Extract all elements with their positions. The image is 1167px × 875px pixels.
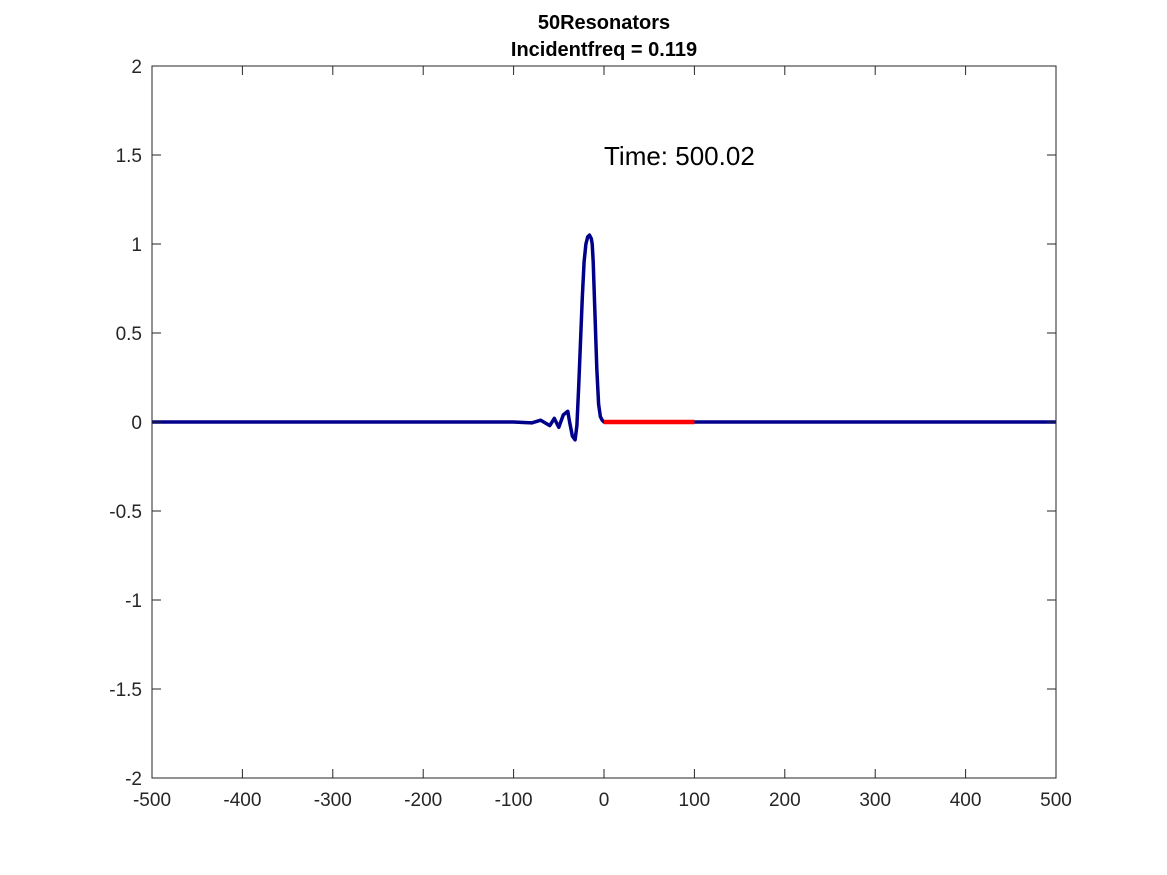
x-tick-label: 0	[599, 790, 610, 811]
y-tick-label: -0.5	[109, 502, 142, 523]
y-tick-label: 0.5	[116, 324, 142, 345]
x-tick-label: -400	[223, 790, 261, 811]
x-tick-label: -100	[495, 790, 533, 811]
x-tick-label: 100	[679, 790, 711, 811]
x-tick-label: -200	[404, 790, 442, 811]
chart-title-line-2: Incidentfreq = 0.119	[511, 39, 697, 61]
y-tick-label: 1	[131, 235, 142, 256]
x-tick-label: -300	[314, 790, 352, 811]
axis-layer: -500 -400 -300 -200 -100 0 100 200 300 400 500 -2 -1…	[109, 57, 1072, 811]
x-tick-label: 400	[950, 790, 982, 811]
y-tick-label: -1.5	[109, 680, 142, 701]
y-tick-label: -1	[125, 591, 142, 612]
plot-frame	[151, 65, 1057, 779]
x-tick-label: -500	[133, 790, 171, 811]
series-line-0	[152, 233, 1056, 442]
y-tick-label: 2	[131, 57, 142, 78]
x-tick-label: 200	[769, 790, 801, 811]
x-tick-label: 300	[859, 790, 891, 811]
y-tick-label: 0	[131, 413, 142, 434]
chart-title-line-1: 50Resonators	[538, 12, 670, 34]
y-tick-label: 1.5	[116, 146, 142, 167]
series-layer	[152, 233, 1056, 442]
y-tick-label: -2	[125, 769, 142, 790]
x-tick-label: 500	[1040, 790, 1072, 811]
time-annotation: Time: 500.02	[604, 141, 755, 171]
